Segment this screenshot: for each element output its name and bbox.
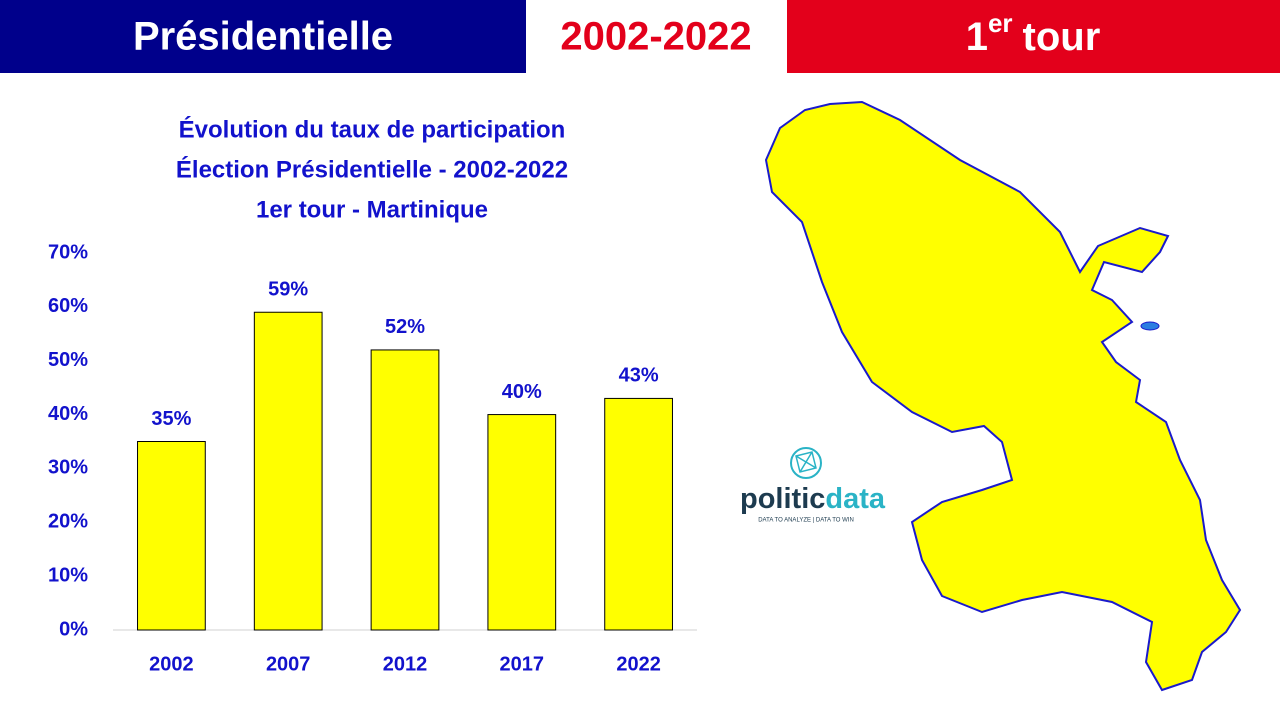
chart-title: 1er tour - Martinique	[256, 196, 488, 223]
header-left-box	[0, 0, 526, 73]
logo-tagline: DATA TO ANALYZE | DATA TO WIN	[758, 518, 854, 524]
logo-icon	[790, 447, 822, 479]
data-label: 52%	[385, 316, 425, 338]
y-tick-label: 30%	[48, 457, 88, 479]
header-middle: 2002-2022	[560, 15, 751, 59]
logo-name-part1: politic	[740, 483, 825, 515]
y-tick-label: 40%	[48, 403, 88, 425]
y-tick-label: 70%	[48, 241, 88, 263]
data-label: 59%	[268, 279, 308, 301]
martinique-map	[764, 100, 1242, 692]
x-tick-label: 2007	[266, 653, 311, 675]
x-tick-label: 2012	[383, 653, 428, 675]
bar	[370, 349, 440, 631]
logo-name: politicdata	[740, 483, 886, 515]
data-label: 40%	[502, 381, 542, 403]
x-tick-label: 2022	[616, 653, 661, 675]
bar	[604, 397, 673, 631]
y-tick-label: 60%	[48, 295, 88, 317]
data-label: 43%	[619, 365, 659, 387]
x-tick-label: 2017	[500, 653, 545, 675]
header-right: 1er tour	[966, 8, 1101, 59]
logo-name-part2: data	[825, 483, 886, 515]
chart-title: Élection Présidentielle - 2002-2022	[176, 155, 568, 183]
chart-title: Évolution du taux de participation	[179, 115, 566, 143]
round-word: tour	[1023, 15, 1101, 59]
header-left: Présidentielle	[133, 15, 393, 59]
header-right-box	[787, 0, 1280, 73]
bar	[137, 441, 206, 631]
round-number: 1	[966, 15, 988, 59]
y-tick-label: 50%	[48, 349, 88, 371]
logo: politicdata DATA TO ANALYZE | DATA TO WI…	[740, 447, 886, 524]
data-label: 35%	[151, 408, 191, 430]
round-suffix: er	[988, 8, 1013, 38]
x-tick-label: 2002	[149, 653, 194, 675]
bar	[487, 414, 557, 631]
y-tick-label: 0%	[59, 618, 88, 640]
bar	[253, 311, 323, 631]
y-tick-label: 10%	[48, 564, 88, 586]
map-islet	[1140, 321, 1160, 331]
logo-network	[795, 451, 817, 473]
y-tick-label: 20%	[48, 511, 88, 533]
